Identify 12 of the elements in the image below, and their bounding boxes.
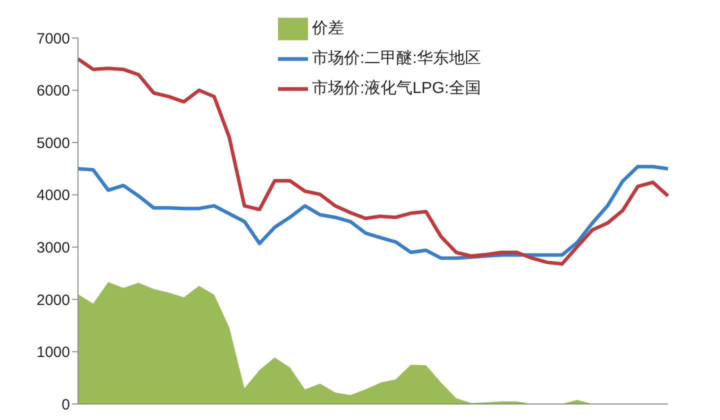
line-series xyxy=(76,164,670,260)
y-tick-label: 3000 xyxy=(36,239,70,256)
y-tick-label: 0 xyxy=(62,396,70,414)
legend-label: 市场价:液化气LPG:全国 xyxy=(312,80,481,98)
legend-label: 价差 xyxy=(312,20,344,38)
legend-label: 市场价:二甲醚:华东地区 xyxy=(312,50,481,68)
y-tick-label: 1000 xyxy=(36,344,70,362)
y-tick-label: 5000 xyxy=(36,134,70,152)
y-tick-label: 7000 xyxy=(36,30,70,48)
y-tick-label: 6000 xyxy=(36,82,70,100)
y-tick-label: 4000 xyxy=(36,187,70,204)
y-tick-label: 2000 xyxy=(36,292,70,309)
